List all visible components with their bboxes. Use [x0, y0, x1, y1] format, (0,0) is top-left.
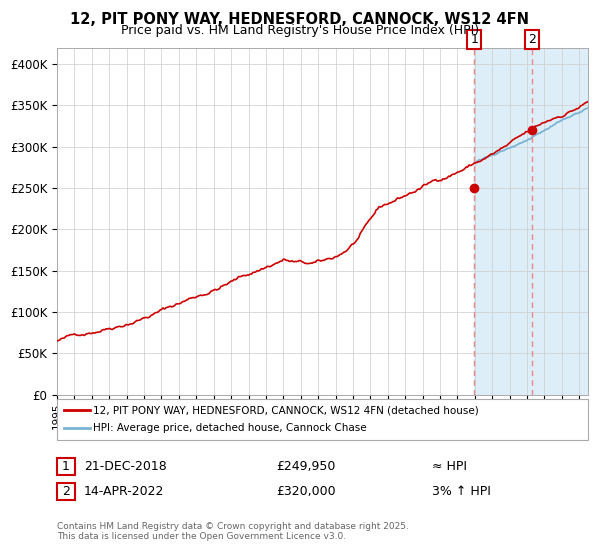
Text: Price paid vs. HM Land Registry's House Price Index (HPI): Price paid vs. HM Land Registry's House … — [121, 24, 479, 36]
Text: 1: 1 — [470, 33, 478, 46]
Text: 21-DEC-2018: 21-DEC-2018 — [84, 460, 167, 473]
Text: HPI: Average price, detached house, Cannock Chase: HPI: Average price, detached house, Cann… — [93, 423, 367, 433]
Text: 14-APR-2022: 14-APR-2022 — [84, 484, 164, 498]
Text: £249,950: £249,950 — [276, 460, 335, 473]
Text: 12, PIT PONY WAY, HEDNESFORD, CANNOCK, WS12 4FN: 12, PIT PONY WAY, HEDNESFORD, CANNOCK, W… — [71, 12, 530, 27]
Text: 2: 2 — [528, 33, 536, 46]
Text: 12, PIT PONY WAY, HEDNESFORD, CANNOCK, WS12 4FN (detached house): 12, PIT PONY WAY, HEDNESFORD, CANNOCK, W… — [93, 405, 479, 415]
Text: 3% ↑ HPI: 3% ↑ HPI — [432, 484, 491, 498]
Bar — [475, 48, 588, 395]
Text: £320,000: £320,000 — [276, 484, 335, 498]
Text: 2: 2 — [62, 484, 70, 498]
Text: 1: 1 — [62, 460, 70, 473]
Text: Contains HM Land Registry data © Crown copyright and database right 2025.
This d: Contains HM Land Registry data © Crown c… — [57, 522, 409, 542]
Text: ≈ HPI: ≈ HPI — [432, 460, 467, 473]
